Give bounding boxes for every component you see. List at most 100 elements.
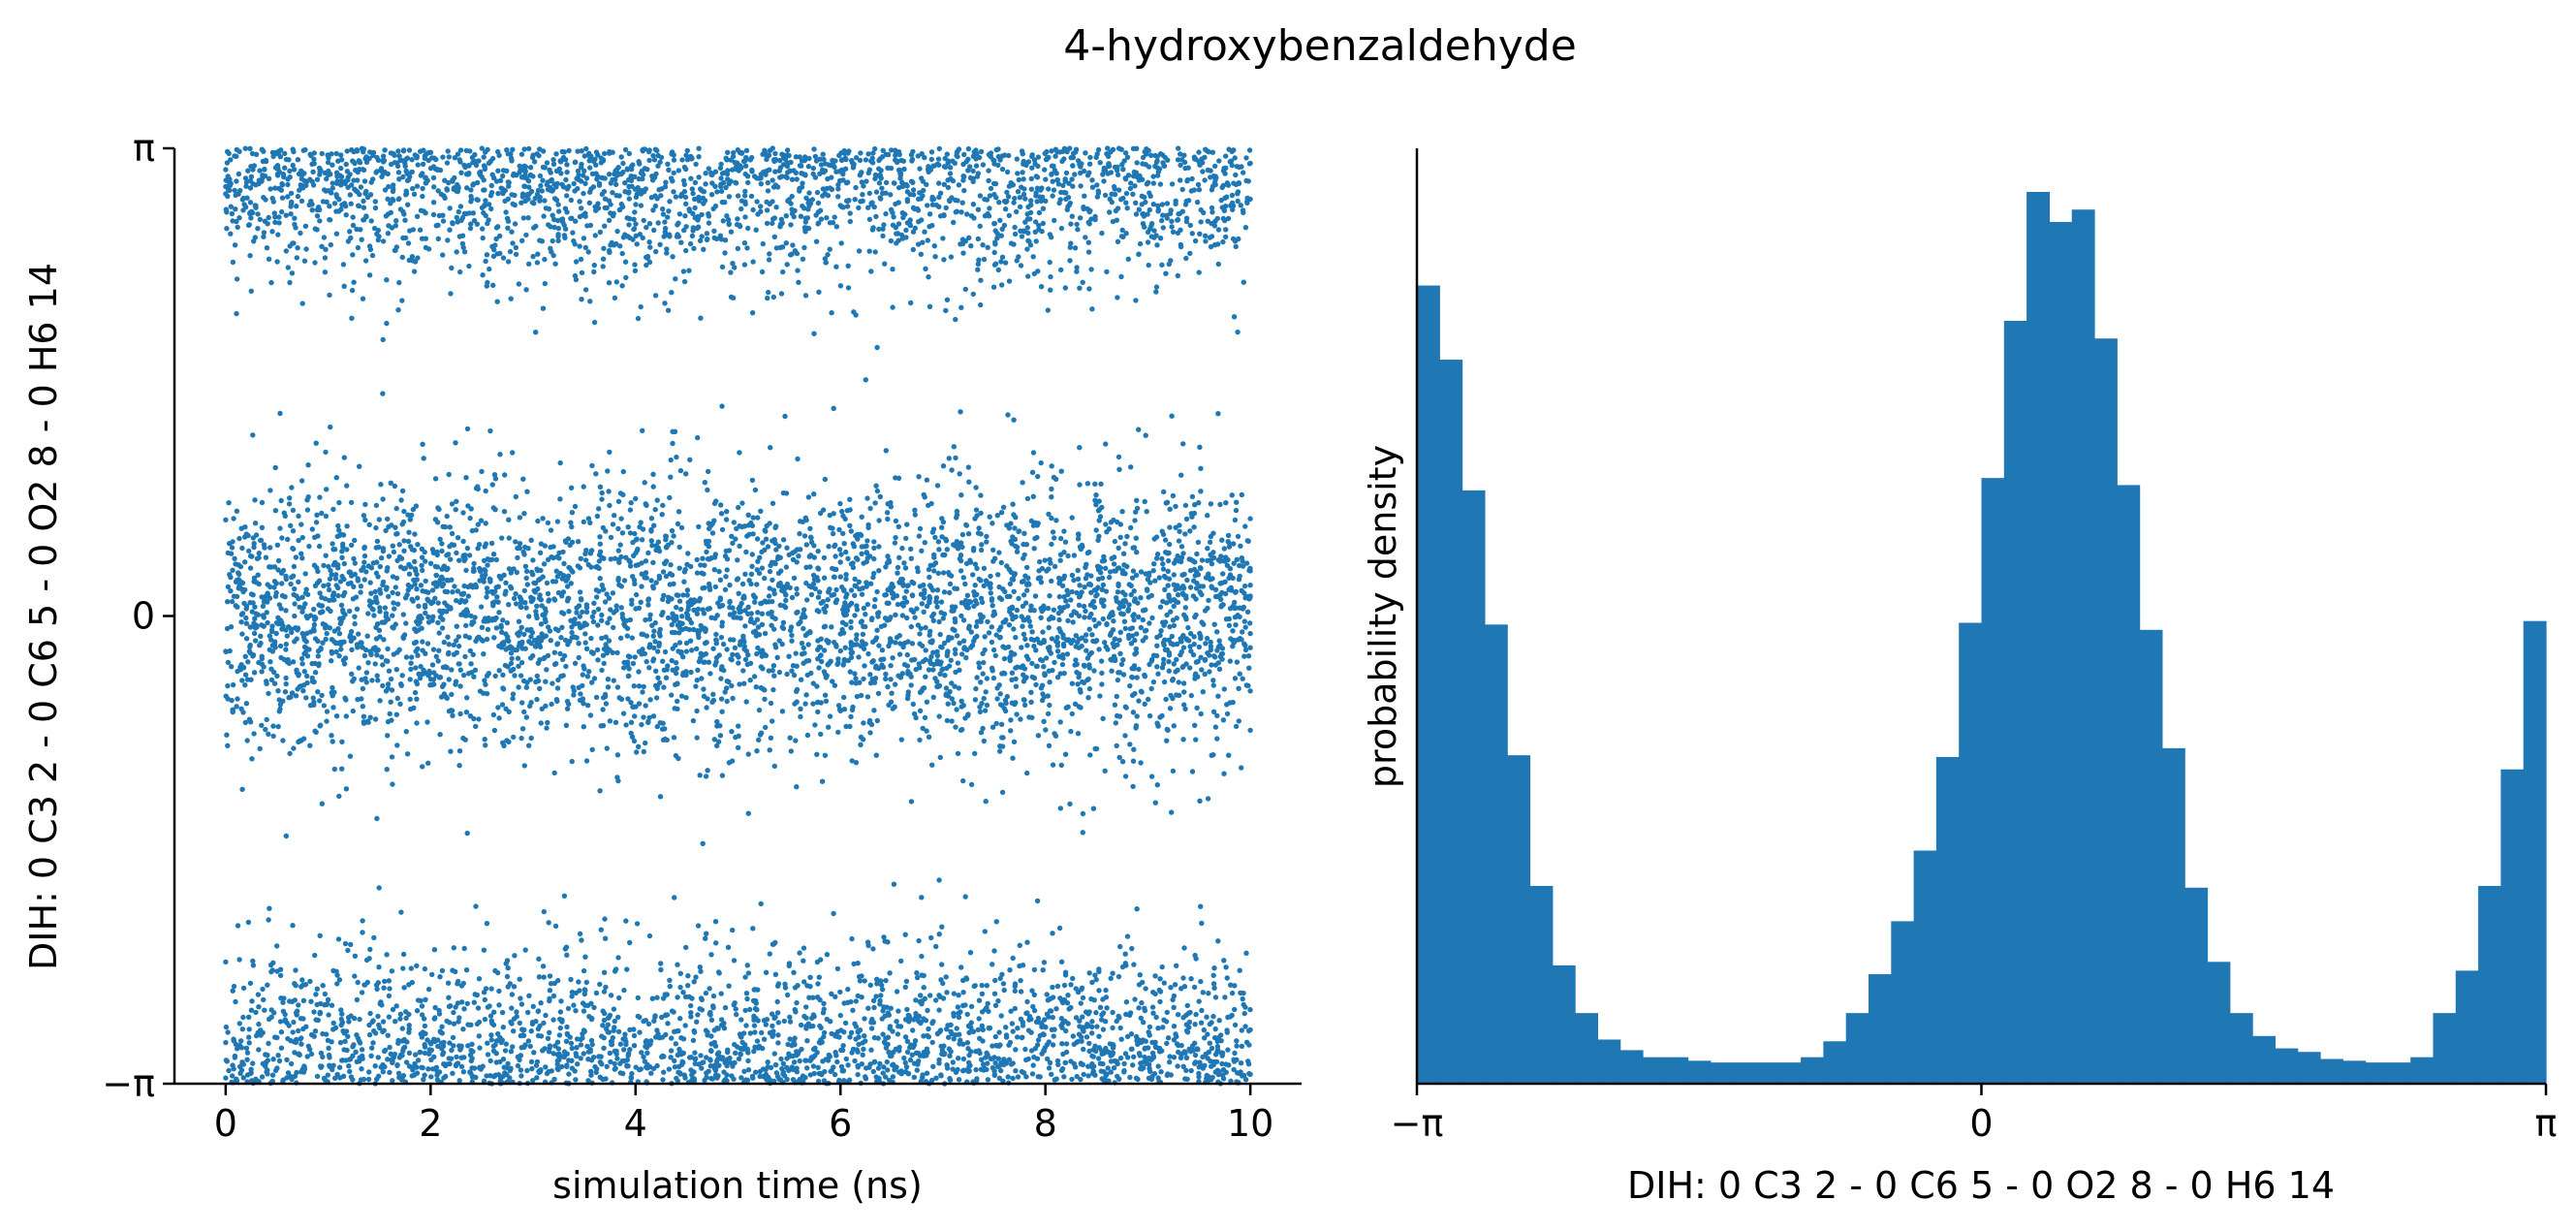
scatter-point: [754, 582, 760, 587]
scatter-point: [494, 299, 500, 304]
scatter-point: [275, 557, 282, 564]
scatter-point: [722, 200, 728, 205]
scatter-point: [375, 678, 381, 683]
scatter-point: [593, 471, 599, 477]
scatter-point: [466, 263, 472, 269]
scatter-point: [434, 549, 440, 555]
scatter-point: [600, 722, 607, 729]
scatter-point: [393, 244, 399, 250]
scatter-point: [449, 667, 455, 673]
scatter-point: [298, 655, 305, 662]
scatter-point: [538, 1067, 544, 1073]
scatter-point: [737, 162, 742, 169]
scatter-point: [415, 162, 421, 168]
scatter-point: [684, 587, 691, 593]
scatter-point: [343, 1058, 349, 1063]
scatter-point: [418, 997, 424, 1004]
scatter-point: [621, 578, 628, 584]
scatter-point: [302, 146, 308, 153]
scatter-point: [455, 181, 460, 188]
scatter-point: [470, 1049, 476, 1055]
scatter-point: [333, 713, 340, 719]
scatter-point: [683, 201, 689, 206]
scatter-point: [518, 1001, 525, 1007]
scatter-point: [581, 1051, 586, 1057]
scatter-point: [348, 628, 355, 635]
scatter-point: [631, 226, 638, 232]
scatter-point: [563, 663, 569, 670]
scatter-point: [764, 199, 770, 205]
scatter-point: [772, 540, 778, 547]
scatter-point: [599, 174, 605, 181]
scatter-point: [528, 700, 534, 706]
scatter-point: [667, 494, 673, 501]
scatter-point: [229, 545, 236, 551]
scatter-point: [394, 163, 401, 170]
scatter-point: [420, 764, 425, 770]
scatter-point: [426, 668, 432, 675]
scatter-point: [542, 198, 548, 204]
scatter-point: [691, 245, 697, 252]
scatter-point: [515, 1062, 521, 1069]
scatter-point: [747, 1030, 753, 1036]
scatter-point: [669, 527, 675, 534]
scatter-point: [585, 561, 591, 568]
scatter-point: [542, 165, 548, 171]
scatter-point: [461, 1055, 467, 1060]
scatter-point: [591, 600, 597, 606]
scatter-point: [496, 610, 502, 616]
scatter-point: [652, 619, 658, 626]
scatter-point: [297, 1052, 302, 1058]
scatter-point: [289, 690, 296, 696]
scatter-point: [697, 595, 704, 602]
scatter-point: [547, 167, 552, 173]
scatter-point: [356, 203, 362, 209]
scatter-point: [483, 258, 488, 265]
scatter-point: [609, 1041, 615, 1048]
scatter-point: [675, 706, 680, 711]
scatter-point: [589, 171, 596, 177]
scatter-point: [428, 1074, 434, 1080]
scatter-point: [662, 300, 668, 306]
scatter-point: [381, 985, 387, 991]
scatter-point: [612, 1018, 617, 1025]
scatter-point: [648, 195, 655, 201]
scatter-point: [246, 1014, 252, 1021]
scatter-point: [457, 147, 464, 153]
scatter-point: [611, 678, 616, 683]
scatter-point: [787, 168, 793, 174]
scatter-point: [613, 607, 619, 614]
scatter-point: [439, 583, 446, 589]
scatter-point: [363, 569, 369, 575]
scatter-point: [490, 253, 497, 260]
scatter-point: [727, 599, 733, 605]
scatter-point: [685, 551, 691, 556]
scatter-point: [543, 703, 549, 710]
scatter-point: [653, 695, 660, 701]
scatter-point: [385, 681, 392, 687]
scatter-point: [602, 223, 608, 229]
scatter-point: [425, 1066, 431, 1072]
scatter-point: [662, 219, 668, 225]
scatter-point: [351, 555, 357, 562]
scatter-point: [535, 585, 541, 592]
scatter-point: [601, 245, 607, 251]
scatter-point: [487, 427, 493, 434]
scatter-point: [423, 650, 428, 656]
scatter-point: [693, 683, 699, 689]
scatter-point: [613, 966, 619, 972]
scatter-point: [662, 726, 668, 732]
scatter-point: [368, 590, 374, 596]
scatter-point: [512, 953, 518, 959]
scatter-point: [601, 188, 608, 195]
scatter-point: [754, 1038, 761, 1044]
scatter-point: [447, 544, 453, 550]
scatter-point: [250, 1060, 256, 1066]
scatter-point: [611, 1027, 616, 1033]
scatter-point: [747, 1006, 753, 1013]
scatter-point: [620, 160, 626, 167]
scatter-point: [561, 1049, 568, 1055]
scatter-point: [343, 1028, 350, 1034]
scatter-point: [249, 150, 256, 157]
scatter-point: [624, 659, 631, 665]
